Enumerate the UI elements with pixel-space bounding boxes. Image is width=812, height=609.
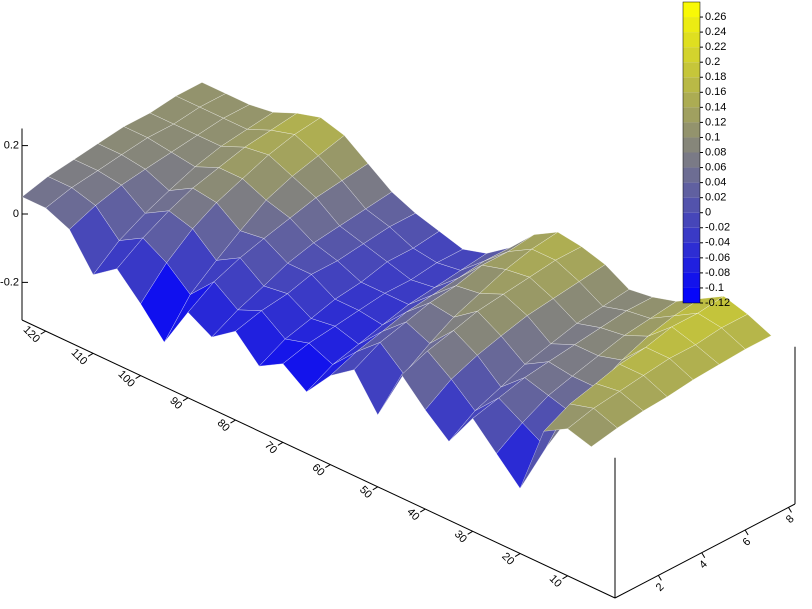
colorbar-label: -0.12 — [705, 297, 730, 309]
x-axis-line — [21, 319, 616, 599]
x-tick — [372, 486, 379, 491]
colorbar-label: 0.22 — [705, 41, 726, 53]
x-tick-label: 120 — [21, 324, 42, 345]
colorbar-band — [683, 92, 700, 108]
colorbar-band — [683, 47, 700, 63]
colorbar-band — [683, 122, 700, 138]
colorbar-frame — [682, 1, 701, 304]
colorbar-band — [683, 17, 700, 33]
x-tick — [40, 330, 46, 335]
colorbar-label: -0.06 — [705, 252, 730, 264]
colorbar-band — [683, 107, 700, 123]
colorbar-label: 0.26 — [705, 11, 726, 23]
x-tick — [419, 508, 426, 513]
y-tick — [701, 552, 706, 558]
y-tick-label: 6 — [740, 536, 753, 549]
x-tick — [562, 575, 568, 580]
x-tick-label: 30 — [452, 528, 469, 545]
colorbar-label: 0.12 — [705, 116, 726, 128]
x-tick — [87, 352, 94, 357]
x-tick — [135, 375, 141, 380]
colorbar-label: 0.14 — [705, 101, 726, 113]
colorbar-band — [683, 212, 700, 228]
colorbar-label: 0.1 — [705, 131, 720, 143]
colorbar-band — [683, 272, 700, 288]
z-tick-label: 0 — [13, 208, 19, 220]
x-tick-label: 80 — [215, 417, 232, 434]
x-tick — [182, 397, 189, 402]
surface-cell — [567, 407, 618, 448]
x-tick-label: 20 — [499, 551, 516, 568]
colorbar-band — [683, 197, 700, 213]
colorbar-label: -0.02 — [705, 222, 730, 234]
y-tick-label: 8 — [784, 513, 797, 526]
colorbar-label: 0.2 — [705, 56, 720, 68]
x-tick-label: 100 — [115, 368, 136, 389]
x-tick — [277, 441, 284, 446]
colorbar-band — [683, 2, 700, 18]
colorbar-label: -0.04 — [705, 237, 730, 249]
colorbar-band — [683, 257, 700, 273]
colorbar-band — [683, 77, 700, 93]
colorbar-label: 0.04 — [705, 177, 726, 189]
x-tick-label: 60 — [310, 462, 327, 479]
colorbar-label: -0.08 — [705, 267, 730, 279]
y-axis-line — [614, 503, 796, 599]
colorbar-label: 0 — [705, 207, 711, 219]
y-tick — [744, 529, 749, 536]
colorbar-band — [683, 242, 700, 258]
colorbar-band — [683, 287, 700, 303]
colorbar-band — [683, 227, 700, 243]
y-tick — [657, 575, 662, 581]
x-tick-label: 10 — [547, 573, 564, 590]
colorbar-label: 0.18 — [705, 71, 726, 83]
surface — [21, 82, 772, 489]
colorbar-label: 0.08 — [705, 146, 726, 158]
colorbar-label: 0.02 — [705, 192, 726, 204]
x-tick-label: 90 — [167, 395, 184, 412]
x-tick — [467, 530, 473, 535]
z-tick-label: -0.2 — [0, 276, 19, 288]
colorbar-band — [683, 167, 700, 183]
colorbar-band — [683, 152, 700, 168]
x-tick — [514, 553, 521, 557]
colorbar-band — [683, 137, 700, 153]
y-tick-label: 2 — [654, 581, 667, 594]
colorbar-label: 0.16 — [705, 86, 726, 98]
x-tick — [230, 419, 236, 424]
colorbar-label: 0.06 — [705, 161, 726, 173]
colorbar-band — [683, 32, 700, 48]
colorbar-label: -0.1 — [705, 282, 724, 294]
x-tick-label: 50 — [357, 484, 374, 501]
y-tick — [788, 507, 792, 513]
z-tick-label: 0.2 — [4, 140, 19, 152]
colorbar-label: 0.24 — [705, 26, 726, 38]
x-tick-label: 70 — [262, 439, 279, 456]
colorbar-band — [683, 182, 700, 198]
x-tick — [325, 464, 331, 468]
y-tick-label: 4 — [697, 558, 710, 571]
colorbar-band — [683, 62, 700, 78]
x-tick-label: 40 — [404, 506, 421, 523]
